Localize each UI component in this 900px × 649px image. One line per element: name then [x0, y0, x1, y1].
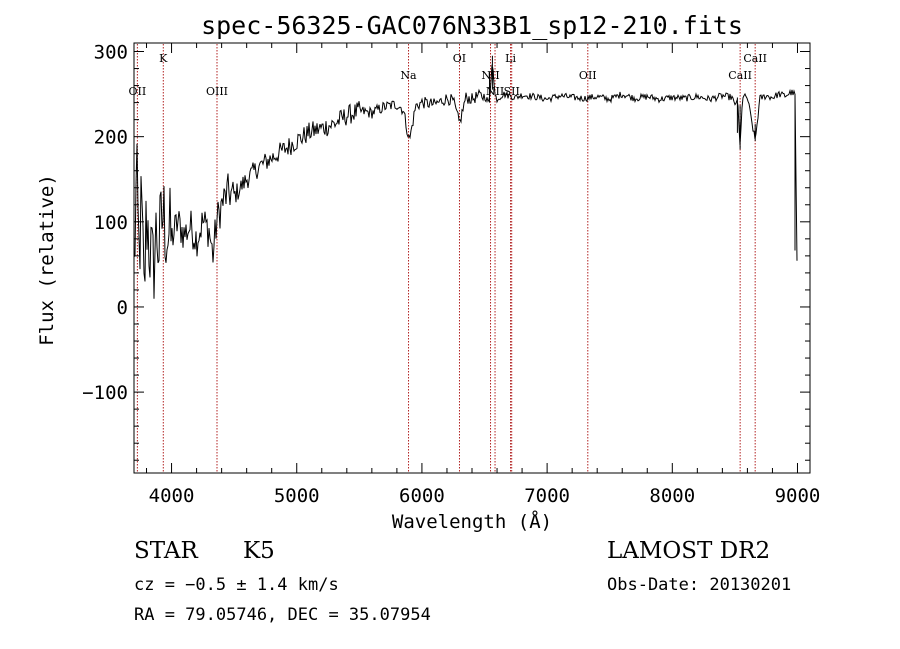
- spectrum-line: [133, 55, 798, 299]
- x-tick-label: 4000: [149, 485, 195, 507]
- observation-date: Obs-Date: 20130201: [607, 575, 791, 595]
- line-marker-label: OII: [129, 85, 147, 98]
- object-class: STAR: [134, 538, 198, 564]
- x-tick-label: 5000: [274, 485, 320, 507]
- chart-title: spec-56325-GAC076N33B1_sp12-210.fits: [201, 11, 743, 40]
- x-tick-label: 6000: [399, 485, 445, 507]
- x-tick-label: 7000: [524, 485, 570, 507]
- y-tick-label: 300: [94, 42, 128, 64]
- line-markers: [136, 44, 756, 472]
- x-tick-label: 8000: [649, 485, 695, 507]
- y-axis-ticks: 300 200 100 0 −100: [82, 42, 810, 461]
- line-marker-label: CaII: [743, 52, 767, 65]
- survey-name: LAMOST DR2: [607, 538, 770, 564]
- y-axis-label: Flux (relative): [36, 174, 58, 346]
- x-axis-ticks: 4000 5000 6000 7000 8000 9000: [146, 43, 821, 507]
- x-axis-label: Wavelength (Å): [392, 510, 552, 533]
- line-marker-label: CaII: [728, 69, 752, 82]
- line-marker-label: OIII: [206, 85, 228, 98]
- spectral-subclass: K5: [243, 538, 275, 564]
- line-marker-label: Li: [505, 52, 516, 65]
- y-tick-label: −100: [82, 382, 128, 404]
- line-marker-label: Na: [400, 69, 417, 82]
- line-marker-label: OII: [579, 69, 597, 82]
- y-tick-label: 100: [94, 212, 128, 234]
- plot-frame: [133, 42, 811, 474]
- y-tick-label: 0: [117, 297, 128, 319]
- y-tick-label: 200: [94, 127, 128, 149]
- line-marker-label: OI: [453, 52, 466, 65]
- line-marker-label: NII: [481, 69, 499, 82]
- line-marker-label: K: [159, 52, 168, 65]
- ra-dec-coordinates: RA = 79.05746, DEC = 35.07954: [134, 605, 431, 625]
- x-tick-label: 9000: [775, 485, 821, 507]
- redshift-cz: cz = −0.5 ± 1.4 km/s: [134, 575, 339, 595]
